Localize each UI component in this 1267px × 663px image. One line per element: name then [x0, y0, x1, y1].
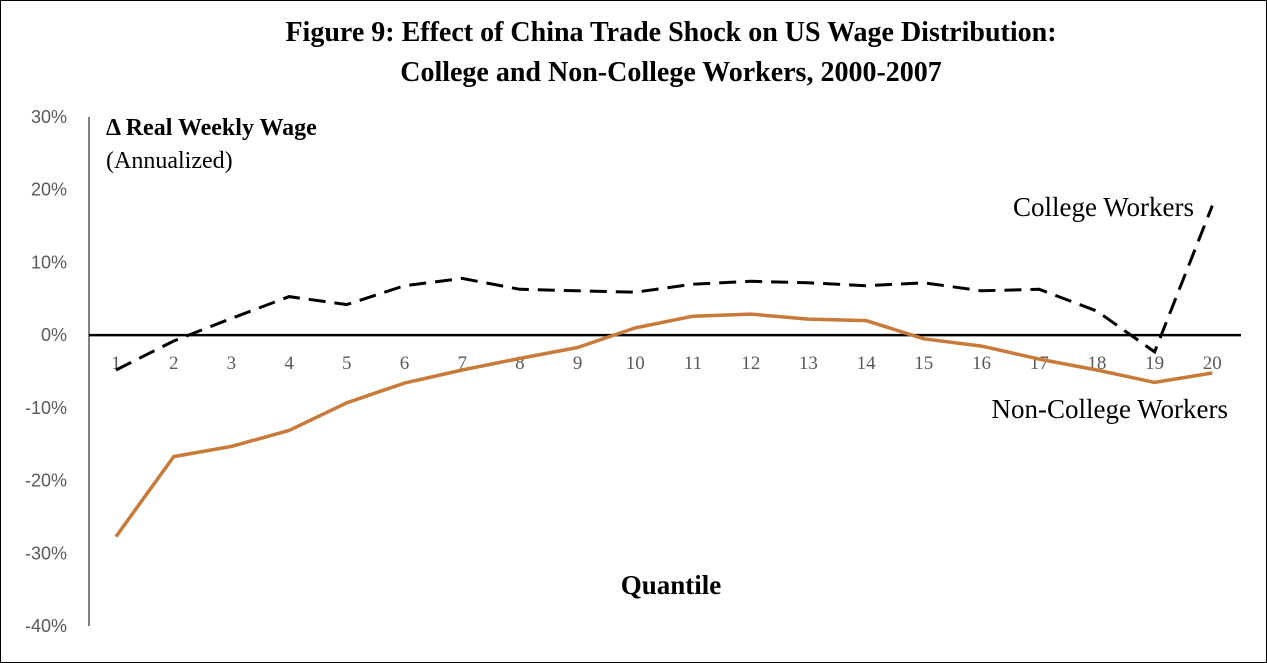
x-tick-label: 5: [342, 353, 352, 374]
y-axis-sublabel: (Annualized): [106, 148, 233, 174]
x-tick-label: 6: [400, 353, 410, 374]
x-tick-label: 11: [684, 353, 702, 374]
y-tick-label: -40%: [25, 616, 67, 636]
y-axis-label: Δ Real Weekly Wage: [106, 115, 317, 141]
series-label-college-workers: College Workers: [1013, 192, 1194, 222]
series-line-college-workers: [115, 205, 1214, 372]
y-tick-label: -20%: [25, 471, 67, 491]
x-tick-label: 13: [799, 353, 818, 374]
x-tick-label: 8: [515, 353, 525, 374]
x-tick-label: 3: [227, 353, 237, 374]
x-tick-label: 2: [169, 353, 179, 374]
y-tick-label: 10%: [31, 252, 67, 272]
y-tick-labels: 30% 20% 10% 0% -10% -20% -30% -40%: [25, 107, 67, 636]
x-tick-label: 1: [111, 353, 121, 374]
y-tick-label: 20%: [31, 180, 67, 200]
y-tick-label: -10%: [25, 398, 67, 418]
x-tick-label: 10: [626, 353, 645, 374]
y-tick-label: 0%: [41, 325, 67, 345]
chart-title-line-2: College and Non-College Workers, 2000-20…: [400, 57, 942, 88]
x-tick-label: 15: [914, 353, 933, 374]
chart-title-line-1: Figure 9: Effect of China Trade Shock on…: [285, 17, 1056, 48]
x-tick-label: 14: [857, 353, 877, 374]
x-tick-label: 20: [1203, 353, 1222, 374]
x-tick-label: 9: [573, 353, 583, 374]
y-tick-label: -30%: [25, 543, 67, 563]
x-tick-label: 16: [972, 353, 991, 374]
x-tick-label: 19: [1145, 353, 1164, 374]
series-label-non-college-workers: Non-College Workers: [991, 394, 1228, 424]
series-line-non-college-workers: [114, 312, 1213, 538]
x-tick-label: 12: [741, 353, 760, 374]
x-tick-label: 4: [284, 353, 294, 374]
x-axis-label: Quantile: [621, 570, 722, 600]
x-tick-label: 7: [457, 353, 467, 374]
y-tick-label: 30%: [31, 107, 67, 127]
